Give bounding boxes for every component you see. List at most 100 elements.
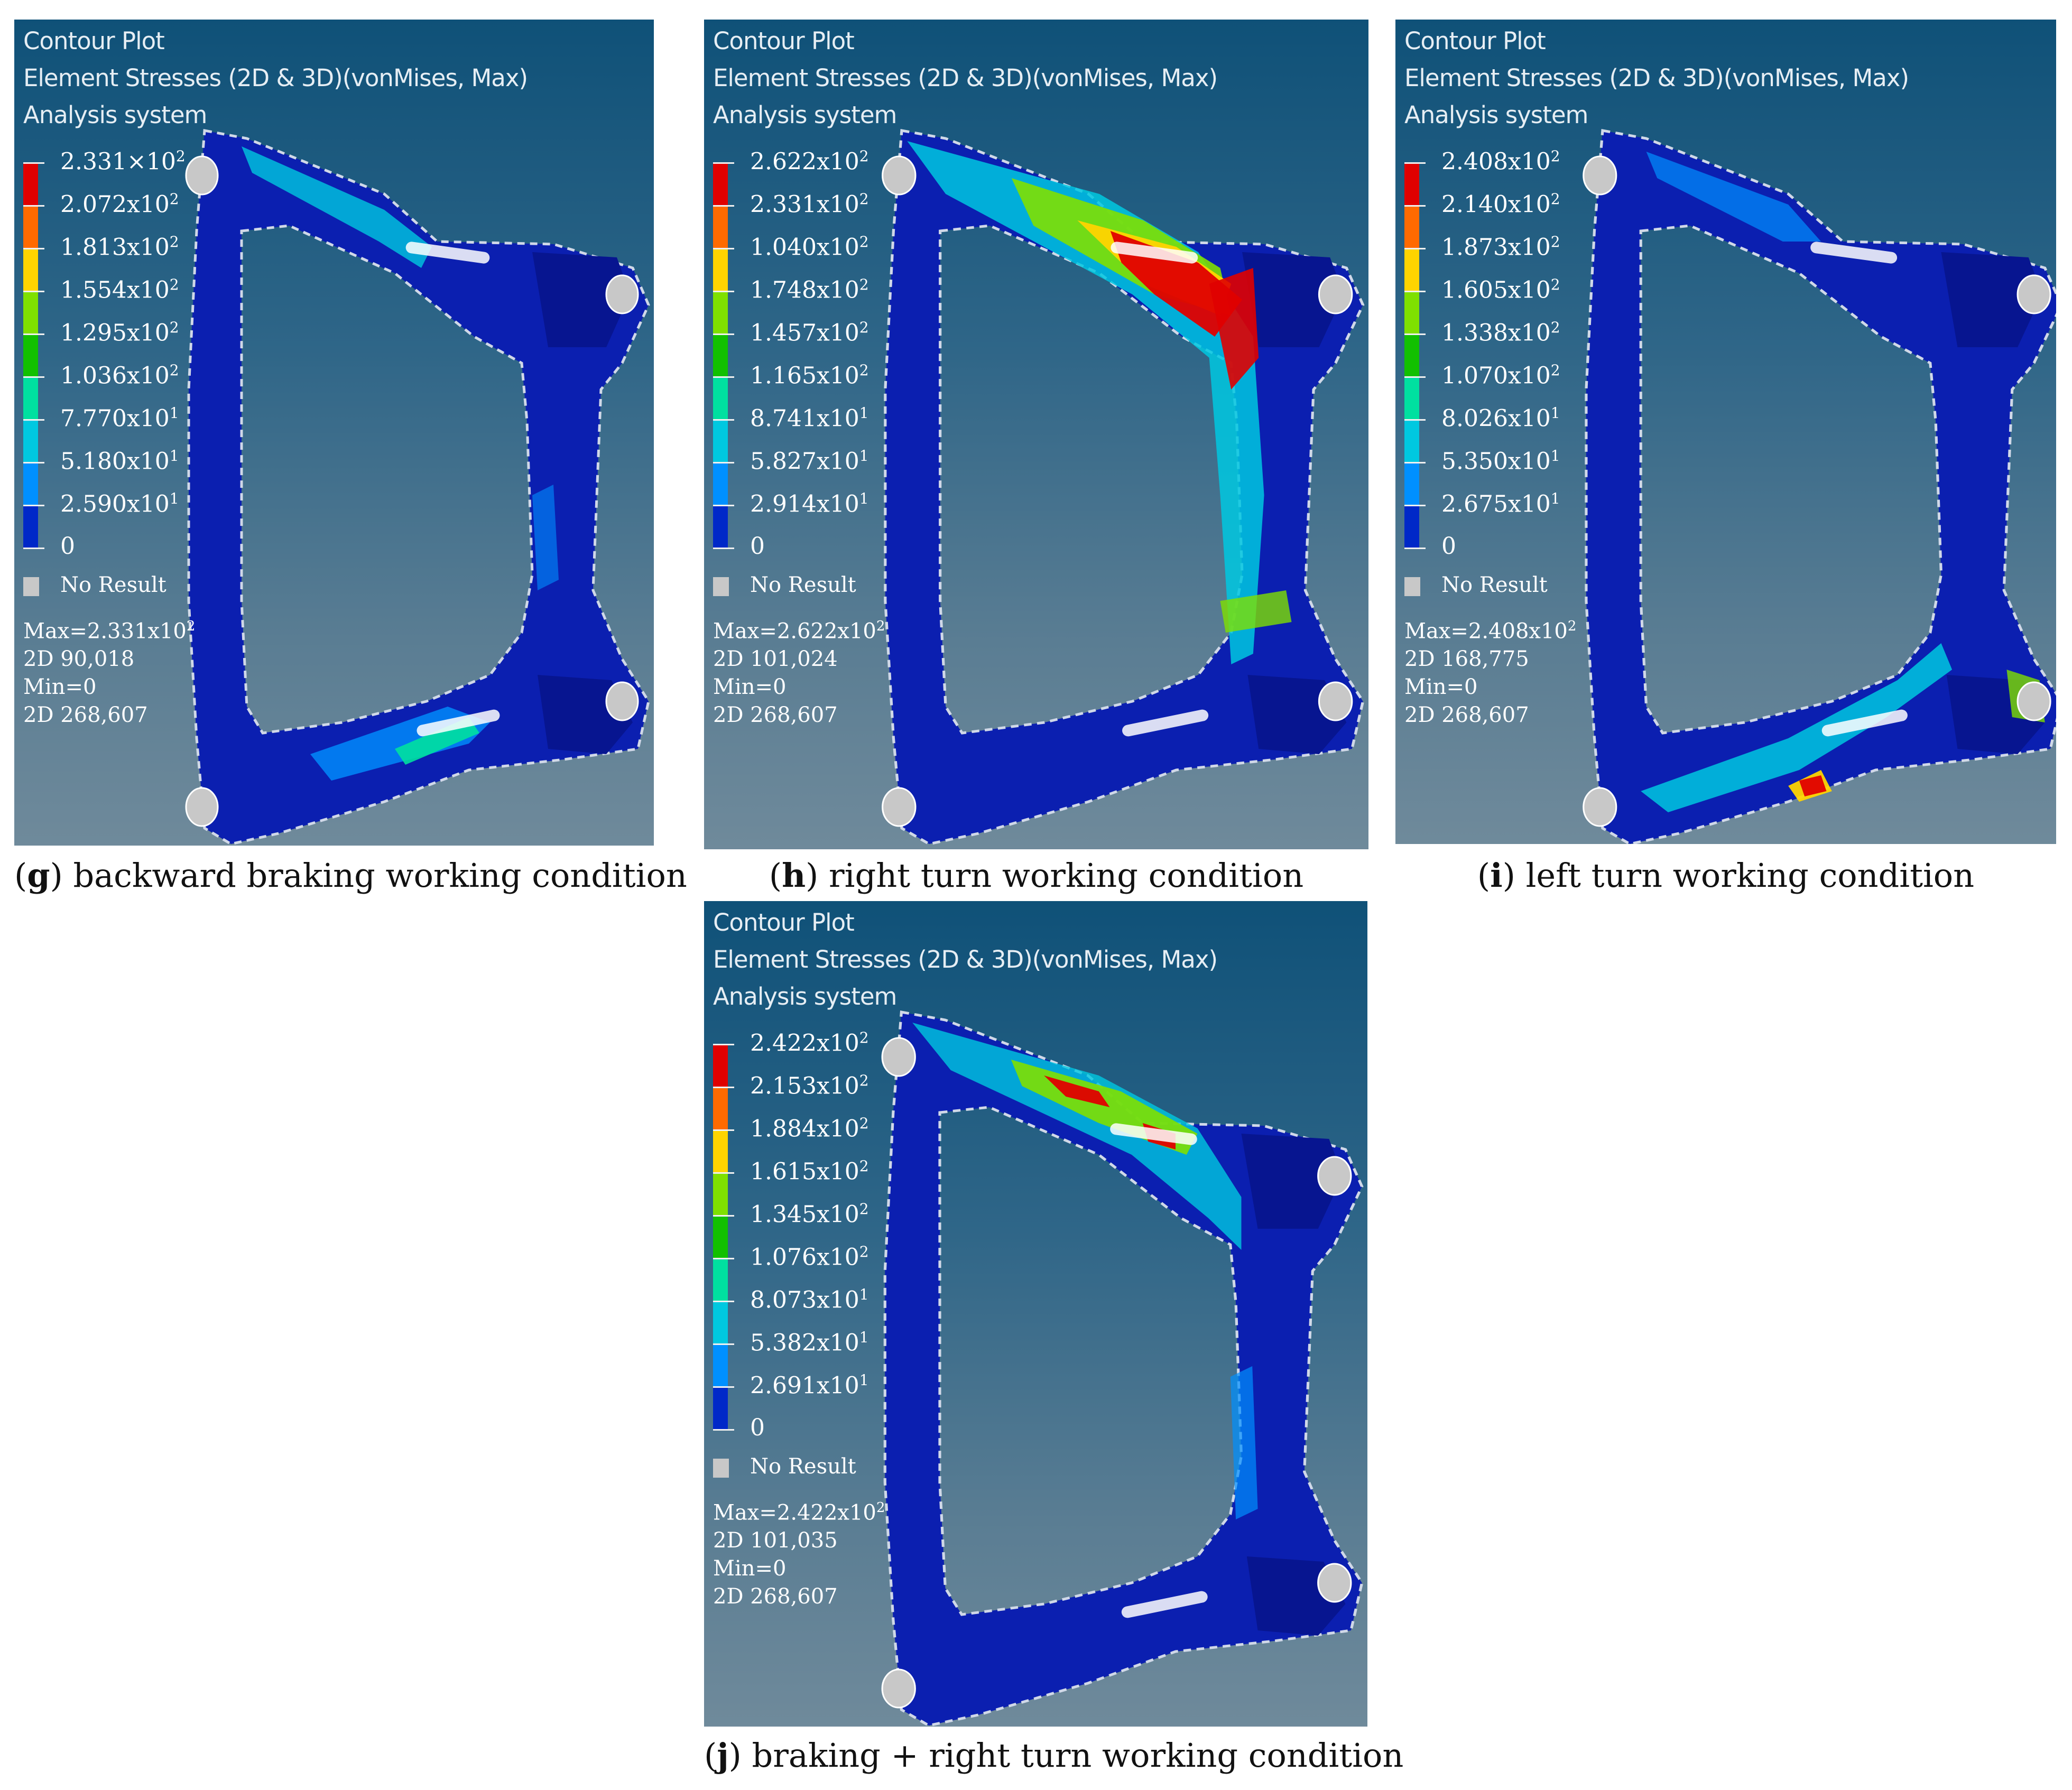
legend-label: 2.153x102 [750, 1072, 869, 1100]
stress-region [1044, 1075, 1110, 1107]
mount-hole [882, 787, 917, 827]
caption-i: (i) left turn working condition [1477, 856, 1975, 895]
legend-label: 2.914x101 [750, 490, 869, 518]
max-element: 2D 168,775 [1404, 647, 1529, 672]
legend-label: 5.180x101 [60, 447, 179, 475]
mount-hole [605, 274, 639, 314]
slot-top [1111, 242, 1198, 264]
stress-region [1646, 152, 1821, 242]
legend-band [1404, 462, 1419, 505]
stress-region [912, 1023, 1242, 1250]
mount-plate-top [1941, 252, 2042, 347]
legend-band [713, 1129, 728, 1172]
legend-band [1404, 333, 1419, 376]
no-result-swatch [713, 1459, 729, 1478]
max-value: Max=2.622x102 [713, 618, 885, 644]
legend-label: 2.590x101 [60, 490, 179, 518]
legend-tick [713, 1386, 734, 1388]
legend-colorbar [23, 156, 38, 548]
legend-label: 1.615x102 [750, 1157, 869, 1185]
subframe [185, 129, 650, 846]
subframe [882, 129, 1365, 846]
mount-hole [881, 1668, 916, 1709]
legend-label: 1.295x102 [60, 319, 179, 347]
slot-bottom [1821, 709, 1908, 737]
contour-panel-g: Contour Plot Element Stresses (2D & 3D)(… [14, 20, 654, 846]
slot-bottom [1122, 709, 1209, 737]
legend-label: 5.382x101 [750, 1329, 869, 1357]
legend-label: 1.036x102 [60, 361, 179, 389]
legend-colorbar [1404, 156, 1419, 548]
min-element: 2D 268,607 [1404, 703, 1529, 728]
max-element: 2D 101,024 [713, 647, 838, 672]
min-element: 2D 268,607 [713, 1584, 838, 1609]
header-line-1: Contour Plot [23, 27, 165, 55]
legend-label: 0 [750, 1414, 765, 1441]
legend-band [23, 419, 38, 462]
legend-band [713, 1215, 728, 1258]
legend-band [713, 1172, 728, 1215]
legend-tick [713, 462, 734, 463]
legend-label: 8.741x101 [750, 404, 869, 432]
legend-tick [713, 1258, 734, 1259]
no-result-swatch [713, 577, 729, 596]
mount-hole [1318, 681, 1353, 721]
legend-tick [1404, 248, 1426, 249]
legend-tick [23, 205, 44, 207]
legend-tick [1404, 291, 1426, 292]
panel-header: Contour Plot Element Stresses (2D & 3D)(… [713, 23, 1218, 134]
no-result-key: No Result [23, 573, 166, 597]
legend-label: 1.070x102 [1441, 361, 1560, 389]
mount-plate-top [532, 252, 630, 347]
mount-hole [1318, 274, 1353, 314]
mount-hole [1317, 1563, 1352, 1603]
subframe-stress-contour [1583, 129, 2056, 844]
legend-tick [23, 505, 44, 506]
mount-hole [1583, 787, 1617, 827]
mount-hole [605, 681, 639, 721]
no-result-swatch [23, 577, 39, 596]
mount-hole [2016, 681, 2051, 721]
legend-label: 1.457x102 [750, 319, 869, 347]
legend-tick [1404, 376, 1426, 378]
contour-panel-j: Contour Plot Element Stresses (2D & 3D)(… [704, 901, 1367, 1727]
slot-bottom [1121, 1591, 1208, 1618]
header-line-1: Contour Plot [713, 908, 855, 936]
legend-band [23, 205, 38, 248]
subframe [1583, 129, 2056, 844]
max-value: Max=2.422x102 [713, 1500, 885, 1525]
mount-hole [1317, 1156, 1352, 1196]
stress-region [1220, 590, 1292, 633]
slot-bottom [417, 709, 500, 737]
header-line-1: Contour Plot [713, 27, 855, 55]
legend-label: 1.338x102 [1441, 319, 1560, 347]
legend-tick [713, 419, 734, 421]
slot-top [405, 242, 490, 264]
mount-plate-top [1241, 1134, 1343, 1229]
subframe-stress-contour [881, 1010, 1364, 1727]
legend-label: 1.554x102 [60, 276, 179, 304]
panel-header: Contour Plot Element Stresses (2D & 3D)(… [713, 904, 1218, 1015]
legend-tick [713, 548, 734, 549]
legend-tick [23, 248, 44, 249]
no-result-label: No Result [750, 1454, 856, 1479]
no-result-label: No Result [750, 573, 856, 597]
legend-tick [713, 1129, 734, 1131]
legend-tick [713, 248, 734, 249]
legend-label: 1.345x102 [750, 1200, 869, 1228]
caption-h: (h) right turn working condition [769, 856, 1304, 895]
legend-band [713, 462, 728, 505]
legend-label: 0 [60, 533, 75, 560]
legend-label: 0 [750, 533, 765, 560]
header-line-1: Contour Plot [1404, 27, 1546, 55]
contour-panel-i: Contour Plot Element Stresses (2D & 3D)(… [1395, 20, 2056, 844]
legend-band [713, 1258, 728, 1301]
mount-hole [882, 155, 917, 196]
no-result-label: No Result [1441, 573, 1548, 597]
mount-hole [1583, 155, 1617, 196]
header-line-2: Element Stresses (2D & 3D)(vonMises, Max… [23, 64, 528, 92]
legend-tick [1404, 548, 1426, 549]
legend-tick [23, 333, 44, 335]
mount-hole [2016, 274, 2051, 314]
min-value: Min=0 [23, 675, 97, 700]
